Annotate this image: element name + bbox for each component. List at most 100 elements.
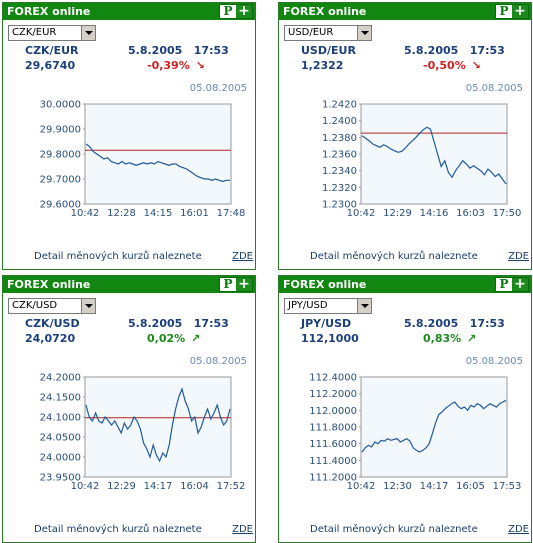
plot-area [84, 376, 232, 478]
chevron-down-icon[interactable] [357, 299, 371, 313]
change-indicator: -0,39% ↘ [147, 59, 205, 72]
provider-logo[interactable]: P + [495, 277, 529, 292]
widget-header: FOREX online P + [3, 276, 255, 293]
quote-datetime: 5.8.2005 17:53 [128, 44, 229, 57]
currency-pair-select-value: JPY/USD [288, 300, 328, 311]
plot-area [84, 103, 232, 205]
x-tick-label: 10:42 [71, 208, 100, 219]
y-tick-label: 111.8000 [309, 423, 357, 434]
x-tick-label: 10:42 [71, 481, 100, 492]
widget-title: FOREX online [7, 5, 91, 18]
forex-widget: FOREX online P + USD/EUR USD/EUR 5.8.200… [278, 2, 532, 270]
provider-logo[interactable]: P + [219, 4, 253, 19]
x-tick-label: 16:01 [180, 208, 209, 219]
y-tick-label: 1.2340 [322, 166, 357, 177]
rate-series-line [85, 143, 230, 183]
rate-chart: 30.0000 29.9000 29.8000 29.7000 29.600010:42… [40, 100, 246, 220]
logo-p-icon: P [223, 277, 233, 291]
y-tick-label: 23.9500 [40, 473, 81, 484]
quote-datetime: 5.8.2005 17:53 [404, 44, 505, 57]
currency-pair-select-value: USD/EUR [288, 27, 334, 38]
x-tick-label: 14:15 [144, 208, 173, 219]
change-indicator: -0,50% ↘ [423, 59, 481, 72]
x-tick-label: 16:04 [180, 481, 209, 492]
chart-date: 05.08.2005 [189, 83, 247, 94]
x-tick-label: 12:28 [107, 208, 136, 219]
change-percent: 0,83% [423, 332, 462, 345]
logo-plus-icon: + [236, 277, 252, 291]
chevron-down-icon[interactable] [81, 299, 95, 313]
widget-header: FOREX online P + [279, 3, 531, 20]
widget-header: FOREX online P + [3, 3, 255, 20]
y-tick-label: 29.8000 [40, 150, 81, 161]
currency-pair-select[interactable]: JPY/USD [284, 298, 372, 314]
chevron-down-icon[interactable] [357, 26, 371, 40]
y-tick-label: 1.2300 [322, 200, 357, 211]
y-tick-label: 30.0000 [40, 100, 81, 111]
widget-title: FOREX online [283, 5, 367, 18]
details-link[interactable]: ZDE [232, 251, 253, 262]
change-percent: -0,39% [147, 59, 190, 72]
y-tick-label: 24.1000 [40, 413, 81, 424]
widget-title: FOREX online [7, 278, 91, 291]
pair-label: CZK/EUR [25, 44, 79, 57]
y-tick-label: 24.0500 [40, 433, 81, 444]
details-link[interactable]: ZDE [508, 524, 529, 535]
change-indicator: 0,83% ↗ [423, 332, 476, 345]
y-tick-label: 29.9000 [40, 125, 81, 136]
currency-pair-select[interactable]: CZK/USD [8, 298, 96, 314]
provider-logo[interactable]: P + [219, 277, 253, 292]
widget-footer: Detail měnových kurzů naleznete ZDE [279, 524, 531, 538]
currency-pair-select[interactable]: USD/EUR [284, 25, 372, 41]
y-tick-label: 29.7000 [40, 175, 81, 186]
footer-text: Detail měnových kurzů naleznete [310, 251, 478, 262]
chart-date: 05.08.2005 [465, 83, 523, 94]
provider-logo[interactable]: P + [495, 4, 529, 19]
y-tick-label: 1.2380 [322, 133, 357, 144]
currency-pair-select[interactable]: CZK/EUR [8, 25, 96, 41]
y-tick-label: 112.4000 [309, 373, 357, 384]
x-tick-label: 17:48 [217, 208, 246, 219]
chart-date: 05.08.2005 [465, 356, 523, 367]
x-tick-label: 16:05 [456, 481, 485, 492]
change-percent: 0,02% [147, 332, 186, 345]
pair-label: JPY/USD [301, 317, 352, 330]
details-link[interactable]: ZDE [508, 251, 529, 262]
pair-label: CZK/USD [25, 317, 80, 330]
footer-text: Detail měnových kurzů naleznete [34, 251, 202, 262]
x-tick-label: 17:53 [493, 481, 522, 492]
forex-widget: FOREX online P + JPY/USD JPY/USD 5.8.200… [278, 275, 532, 543]
rate-value: 1,2322 [301, 59, 344, 72]
pair-label: USD/EUR [301, 44, 356, 57]
x-tick-label: 17:50 [493, 208, 522, 219]
change-percent: -0,50% [423, 59, 466, 72]
currency-pair-select-value: CZK/EUR [12, 27, 57, 38]
y-tick-label: 29.6000 [40, 200, 81, 211]
chevron-down-icon[interactable] [81, 26, 95, 40]
logo-plus-icon: + [512, 277, 528, 291]
widget-footer: Detail měnových kurzů naleznete ZDE [279, 251, 531, 265]
rate-value: 112,1000 [301, 332, 359, 345]
quote-datetime: 5.8.2005 17:53 [128, 317, 229, 330]
y-tick-label: 1.2420 [322, 100, 357, 111]
y-tick-label: 111.6000 [309, 439, 357, 450]
quote-datetime: 5.8.2005 17:53 [404, 317, 505, 330]
arrow-down-right-icon: ↘ [471, 59, 481, 72]
x-tick-label: 12:29 [107, 481, 136, 492]
details-link[interactable]: ZDE [232, 524, 253, 535]
x-tick-label: 12:29 [383, 208, 412, 219]
arrow-up-right-icon: ↗ [467, 332, 477, 345]
logo-plus-icon: + [236, 4, 252, 18]
change-indicator: 0,02% ↗ [147, 332, 200, 345]
y-tick-label: 111.4000 [309, 456, 357, 467]
forex-widget: FOREX online P + CZK/USD CZK/USD 5.8.200… [2, 275, 256, 543]
rate-chart: 24.2000 24.1500 24.1000 24.0500 24.0000 23.95… [40, 373, 246, 493]
logo-p-icon: P [223, 4, 233, 18]
chart-date: 05.08.2005 [189, 356, 247, 367]
y-tick-label: 112.2000 [309, 389, 357, 400]
rate-value: 24,0720 [25, 332, 76, 345]
y-tick-label: 112.0000 [309, 406, 357, 417]
currency-pair-select-value: CZK/USD [12, 300, 58, 311]
x-tick-label: 17:52 [217, 481, 246, 492]
logo-p-icon: P [499, 4, 509, 18]
